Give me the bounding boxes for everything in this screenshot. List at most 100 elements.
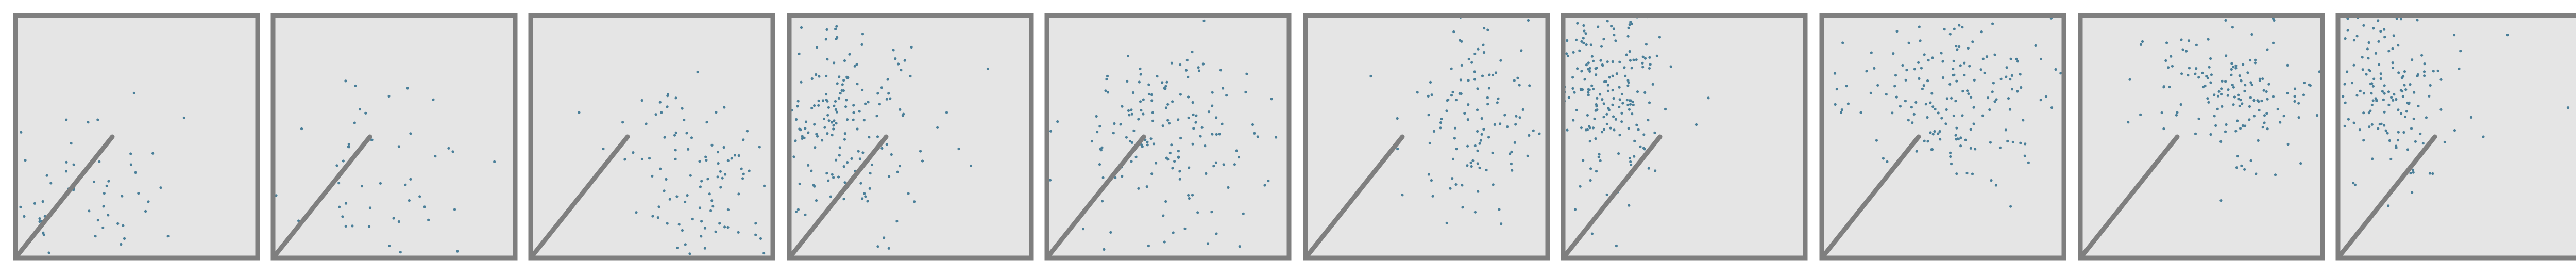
scatter-point <box>1128 114 1131 117</box>
scatter-point <box>730 157 733 160</box>
scatter-point <box>2197 117 2200 120</box>
scatter-point <box>1929 101 1932 104</box>
scatter-point <box>2413 91 2416 94</box>
scatter-point <box>2233 95 2236 99</box>
scatter-point <box>1605 193 1608 196</box>
scatter-point <box>2372 77 2376 80</box>
scatter-point <box>1958 24 1961 27</box>
scatter-point <box>1582 37 1585 40</box>
scatter-point <box>65 118 68 121</box>
scatter-point <box>2219 92 2223 96</box>
scatter-point <box>798 182 801 185</box>
scatter-point <box>1632 58 1635 61</box>
scatter-point <box>1222 163 1225 166</box>
scatter-point <box>159 186 162 189</box>
scatter-point <box>409 178 412 181</box>
scatter-point <box>870 163 874 166</box>
scatter-point <box>2238 104 2241 107</box>
scatter-point <box>2234 64 2238 67</box>
scatter-point <box>1587 93 1590 96</box>
scatter-point <box>2241 102 2244 105</box>
scatter-point <box>817 104 820 107</box>
scatter-point <box>2252 115 2256 118</box>
scatter-point <box>1187 116 1190 119</box>
scatter-point <box>1963 73 1966 77</box>
scatter-point <box>1941 76 1945 79</box>
scatter-point <box>1149 137 1153 140</box>
scatter-point <box>2393 93 2396 96</box>
scatter-point <box>432 98 435 101</box>
scatter-point <box>2238 74 2241 77</box>
reference-line <box>1819 134 1921 261</box>
scatter-point <box>913 200 916 203</box>
scatter-point <box>1497 97 1500 100</box>
scatter-point <box>1654 169 1657 172</box>
scatter-point <box>427 218 430 221</box>
scatter-point <box>1952 59 1955 62</box>
scatter-point <box>1473 70 1476 73</box>
scatter-point <box>815 199 818 202</box>
scatter-point <box>2230 68 2233 71</box>
scatter-point <box>2216 107 2219 110</box>
scatter-point <box>1428 141 1431 144</box>
scatter-point <box>1473 211 1477 214</box>
scatter-point <box>1170 143 1173 147</box>
scatter-point <box>677 223 681 226</box>
scatter-point <box>1486 103 1489 106</box>
scatter-point <box>338 205 341 208</box>
scatter-point <box>1972 122 1975 125</box>
scatter-point <box>1618 105 1621 108</box>
scatter-point <box>687 148 690 151</box>
scatter-point <box>1629 21 1632 24</box>
scatter-point <box>388 244 391 248</box>
scatter-point <box>2005 75 2008 78</box>
scatter-point <box>842 165 845 168</box>
scatter-point <box>666 222 669 225</box>
scatter-point <box>1956 48 1959 51</box>
scatter-point <box>1163 87 1166 90</box>
scatter-point <box>2566 106 2570 109</box>
scatter-point <box>1500 222 1503 225</box>
scatter-point <box>1595 73 1598 76</box>
scatter-point <box>1846 102 1850 105</box>
scatter-point <box>1439 121 1443 124</box>
scatter-point <box>129 152 132 155</box>
scatter-point <box>816 45 819 49</box>
scatter-point <box>2250 33 2253 36</box>
scatter-point <box>869 172 872 175</box>
scatter-point <box>2242 63 2245 66</box>
scatter-point <box>397 220 401 223</box>
scatter-point <box>1926 79 1929 83</box>
scatter-point <box>886 78 889 81</box>
scatter-point <box>1971 40 1974 43</box>
scatter-point <box>2236 119 2239 122</box>
scatter-point <box>1140 143 1143 147</box>
scatter-point <box>1427 114 1430 117</box>
scatter-point <box>387 94 391 98</box>
scatter-point <box>1970 95 1973 99</box>
scatter-point <box>406 87 409 90</box>
scatter-point <box>1197 66 1200 69</box>
scatter-point <box>2439 78 2443 81</box>
scatter-point <box>834 108 837 111</box>
reference-line <box>1044 134 1146 261</box>
scatter-point <box>681 229 684 232</box>
scatter-point <box>674 157 677 160</box>
scatter-point <box>2207 38 2210 41</box>
scatter-point <box>1146 143 1149 147</box>
scatter-point <box>2232 86 2235 89</box>
scatter-point <box>810 169 813 172</box>
scatter-point <box>1591 126 1595 130</box>
scatter-point <box>1952 74 1955 77</box>
scatter-point <box>1450 67 1453 70</box>
scatter-point <box>1105 77 1108 81</box>
scatter-point <box>1215 116 1218 119</box>
scatter-point <box>623 158 626 161</box>
scatter-point <box>2219 199 2223 202</box>
scatter-point <box>1973 78 1976 82</box>
scatter-point <box>829 195 832 198</box>
scatter-point <box>1466 144 1469 148</box>
scatter-point <box>456 250 459 253</box>
scatter-point <box>2409 171 2412 175</box>
scatter-panel-4 <box>787 13 1034 261</box>
